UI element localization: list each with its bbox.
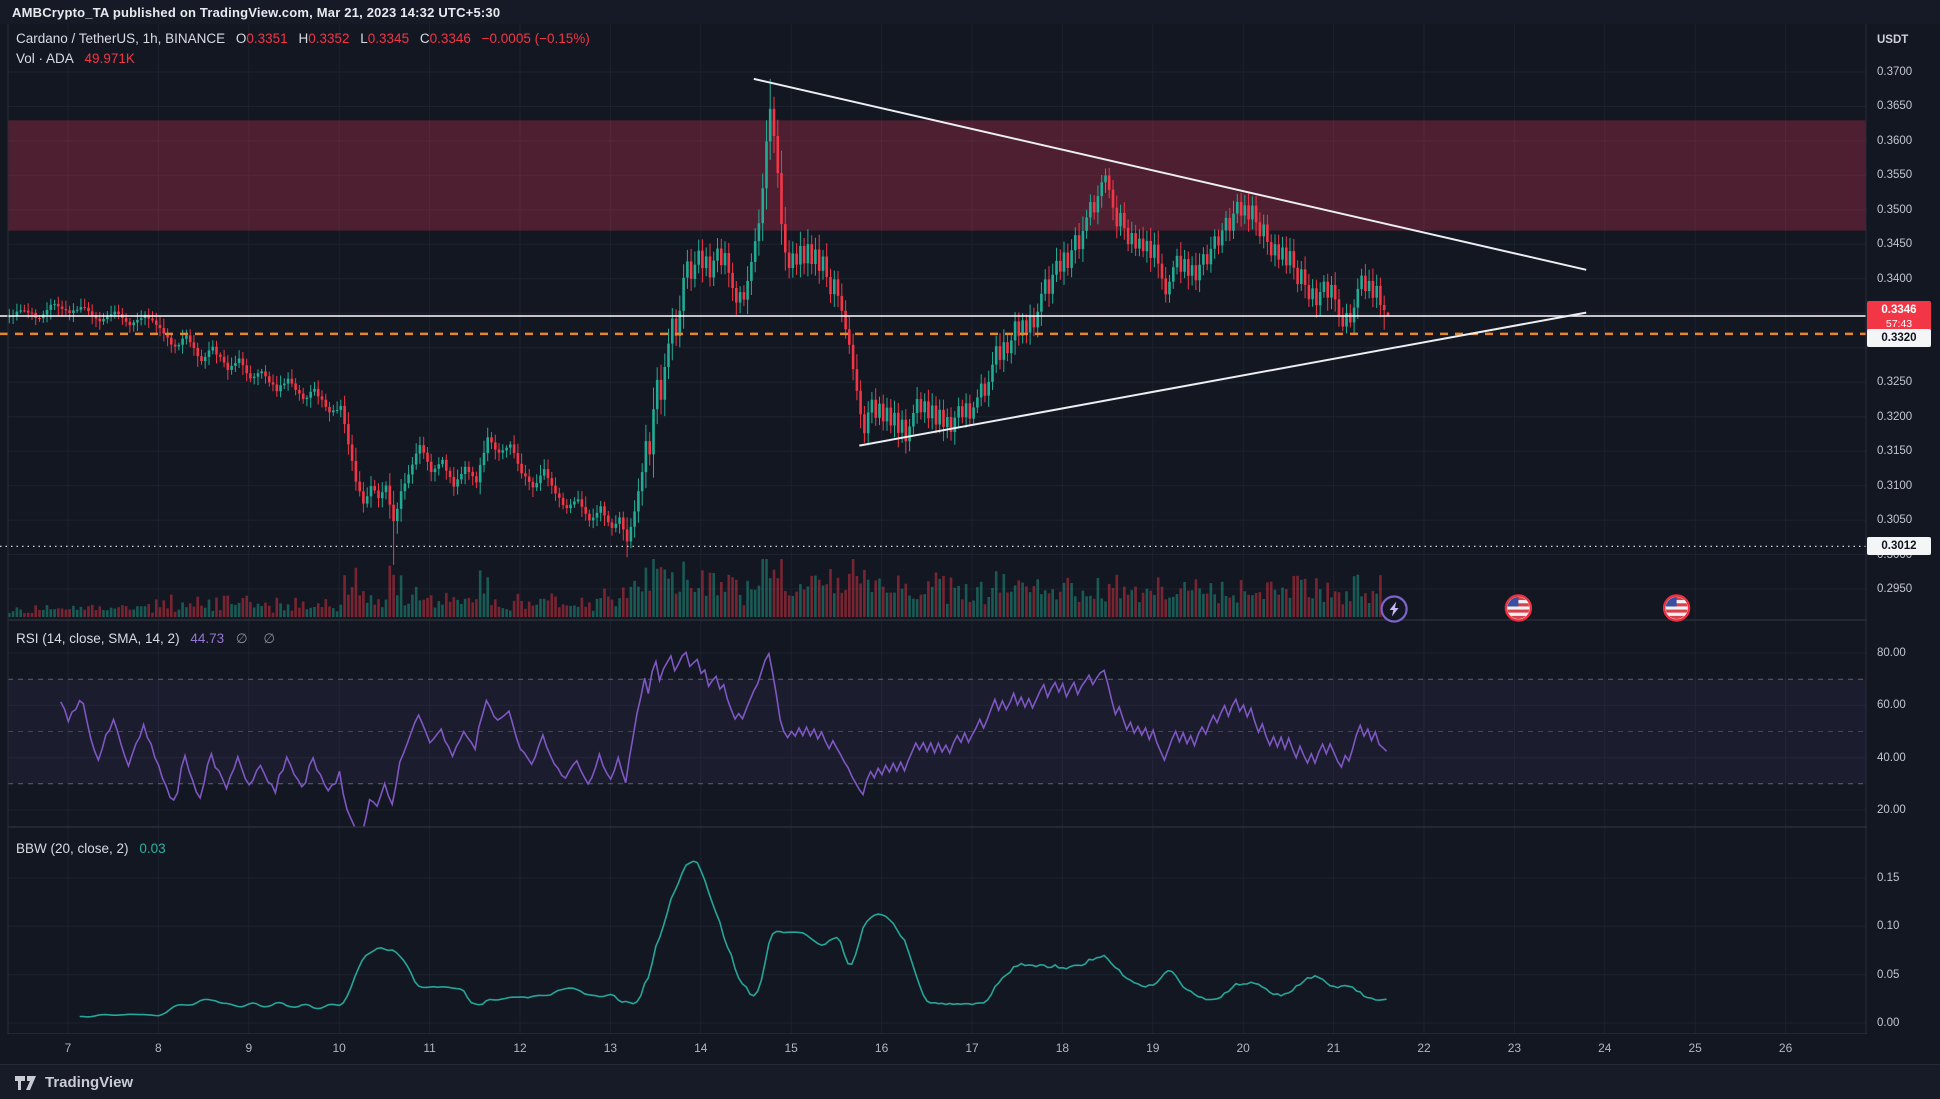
- rsi-axis-tick: 60.00: [1877, 699, 1906, 712]
- time-axis-label: 8: [155, 1041, 162, 1055]
- us-economic-event-flag-icon: [1504, 594, 1533, 622]
- low-label: L: [360, 31, 368, 46]
- time-axis-label: 26: [1778, 1041, 1793, 1055]
- rsi-line: [59, 651, 1388, 827]
- time-axis-label: 14: [694, 1041, 708, 1055]
- price-axis-tick: 0.3100: [1877, 479, 1913, 492]
- rsi-legend[interactable]: RSI (14, close, SMA, 14, 2) 44.73 ∅ ∅: [16, 631, 281, 647]
- bbw-axis-tick: 0.05: [1877, 968, 1900, 981]
- time-axis-label: 20: [1236, 1041, 1250, 1055]
- time-axis-label: 23: [1507, 1041, 1522, 1055]
- time-axis-label: 21: [1326, 1041, 1341, 1055]
- bbw-label: BBW (20, close, 2): [16, 841, 129, 856]
- trendline-ascending-support: [859, 311, 1587, 447]
- footer-bar: TradingView: [0, 1064, 1940, 1099]
- price-axis-tick: 0.3200: [1877, 410, 1913, 423]
- bbw-axis-tick: 0.15: [1877, 871, 1900, 884]
- high-label: H: [298, 31, 309, 46]
- bbw-axis-tick: 0.00: [1877, 1017, 1900, 1029]
- time-axis-label: 25: [1688, 1041, 1702, 1055]
- time-axis-label: 19: [1146, 1041, 1160, 1055]
- volume-bars: [8, 559, 1390, 617]
- rsi-axis-tick: 80.00: [1877, 647, 1906, 659]
- price-axis-tick: 0.3550: [1877, 169, 1913, 182]
- bbw-axis-tick: 0.10: [1877, 920, 1900, 933]
- price-axis-tick: 0.3050: [1877, 514, 1913, 527]
- time-axis-label: 24: [1598, 1041, 1612, 1055]
- orange-line-price-badge: 0.3320: [1867, 329, 1931, 347]
- volume-label: Vol · ADA: [16, 51, 74, 66]
- price-axis-tick: 0.3450: [1877, 238, 1913, 251]
- resistance-zone: [8, 120, 1866, 231]
- time-axis-label: 10: [332, 1041, 346, 1055]
- tradingview-logo-icon: [15, 1075, 36, 1090]
- symbol-legend[interactable]: Cardano / TetherUS, 1h, BINANCE O0.3351 …: [16, 31, 590, 46]
- rsi-axis-tick: 20.00: [1877, 804, 1906, 816]
- current-price-badge: 0.3346 57:43: [1867, 301, 1931, 331]
- symbol-title: Cardano / TetherUS, 1h, BINANCE: [16, 31, 226, 46]
- volume-legend[interactable]: Vol · ADA 49.971K: [16, 51, 135, 66]
- rsi-hidden-values: ∅ ∅: [235, 631, 282, 646]
- price-axis-tick: 0.3700: [1877, 66, 1913, 78]
- time-axis-label: 17: [965, 1041, 979, 1055]
- time-axis-label: 7: [64, 1041, 72, 1055]
- bbw-legend[interactable]: BBW (20, close, 2) 0.03: [16, 841, 166, 856]
- tradingview-logo-text: TradingView: [45, 1074, 134, 1091]
- publish-text: AMBCrypto_TA published on TradingView.co…: [12, 4, 501, 20]
- change-value: −0.0005 (−0.15%): [481, 31, 590, 46]
- tradingview-logo[interactable]: TradingView: [14, 1072, 133, 1094]
- chart-canvas[interactable]: [0, 0, 1940, 1064]
- time-axis-label: 16: [874, 1041, 889, 1055]
- us-economic-event-flag-icon: [1662, 594, 1691, 622]
- price-axis-tick: 0.3650: [1877, 100, 1913, 113]
- rsi-axis-tick: 40.00: [1877, 751, 1906, 764]
- rsi-value: 44.73: [190, 631, 225, 646]
- close-value: 0.3346: [429, 31, 471, 46]
- trendline-descending-resistance: [753, 77, 1587, 271]
- open-value: 0.3351: [246, 31, 288, 46]
- price-axis-tick: 0.3600: [1877, 134, 1913, 147]
- time-axis-label: 22: [1417, 1041, 1431, 1055]
- time-axis-label: 13: [603, 1041, 618, 1055]
- price-axis-tick: 0.3150: [1877, 445, 1913, 458]
- close-label: C: [419, 31, 430, 46]
- price-axis-tick: 0.3400: [1877, 272, 1913, 285]
- bar-countdown: 57:43: [1885, 318, 1913, 330]
- price-axis-tick: 0.2950: [1877, 583, 1913, 595]
- time-axis[interactable]: 7 8 9 10 11 12 13 14 15 16 17 18 19 20 21 22 23 24 25 26: [0, 1034, 1940, 1064]
- price-axis-currency: USDT: [1877, 34, 1909, 46]
- price-axis-tick: 0.3500: [1877, 203, 1913, 216]
- time-axis-label: 11: [423, 1041, 436, 1055]
- time-axis-label: 15: [784, 1041, 798, 1055]
- dotted-line-price-badge: 0.3012: [1867, 537, 1931, 555]
- high-value: 0.3352: [308, 31, 350, 46]
- time-axis-label: 12: [513, 1041, 527, 1055]
- low-value: 0.3345: [367, 31, 410, 46]
- economic-event-lightning-icon: [1380, 595, 1408, 623]
- current-price-value: 0.3346: [1881, 304, 1917, 316]
- price-axis-tick: 0.3250: [1877, 376, 1913, 389]
- rsi-label: RSI (14, close, SMA, 14, 2): [16, 631, 180, 646]
- open-label: O: [235, 31, 247, 46]
- time-axis-label: 9: [245, 1041, 253, 1055]
- bbw-line: [79, 860, 1387, 1018]
- bbw-value: 0.03: [139, 841, 166, 856]
- time-axis-label: 18: [1055, 1041, 1070, 1055]
- volume-value: 49.971K: [84, 51, 135, 66]
